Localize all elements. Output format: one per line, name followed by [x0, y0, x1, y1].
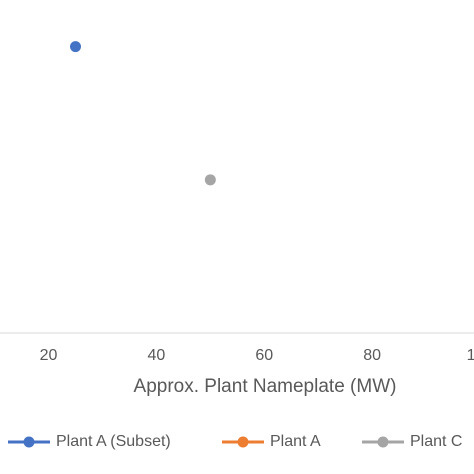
point [70, 41, 82, 53]
legend-marker [377, 436, 389, 448]
legend-marker [237, 436, 249, 448]
x-tick-label: 100 [467, 347, 474, 364]
legend-label: Plant A (Subset) [56, 433, 171, 450]
x-tick-label: 20 [40, 347, 58, 364]
legend-label: Plant A [270, 433, 321, 450]
x-axis-label: Approx. Plant Nameplate (MW) [134, 376, 397, 397]
x-tick-label: 80 [363, 347, 381, 364]
legend-label: Plant C [410, 433, 462, 450]
x-tick-label: 60 [255, 347, 273, 364]
point [204, 174, 216, 186]
legend-marker [23, 436, 35, 448]
x-tick-label: 40 [148, 347, 166, 364]
